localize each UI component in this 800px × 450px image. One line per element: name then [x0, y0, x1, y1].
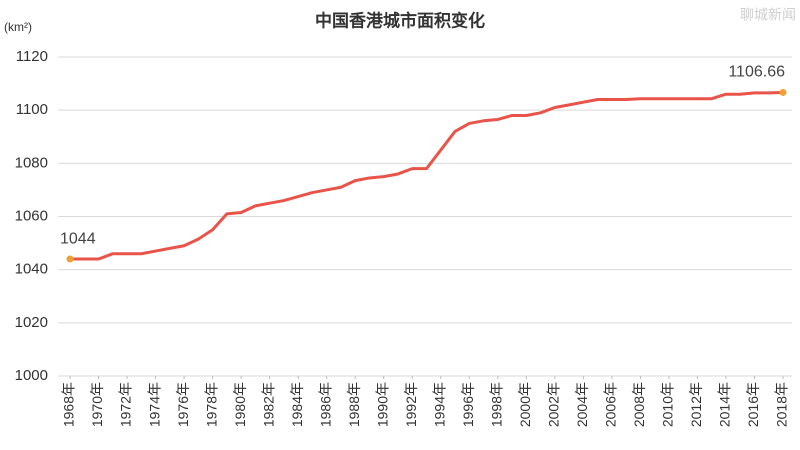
x-tick-label: 2018年 [774, 382, 790, 427]
x-tick-label: 1998年 [489, 382, 505, 427]
end-marker [779, 88, 787, 96]
data-label: 1106.66 [728, 64, 785, 81]
x-tick-label: 2006年 [603, 382, 619, 427]
x-tick-label: 1994年 [431, 382, 447, 427]
data-label: 1044 [60, 230, 96, 247]
series-line [70, 90, 784, 261]
y-tick-label: 1100 [16, 101, 48, 118]
x-tick-label: 1976年 [175, 382, 191, 427]
y-tick-label: 1080 [15, 154, 48, 171]
chart-title: 中国香港城市面积变化 [315, 10, 485, 30]
x-tick-label: 2008年 [631, 382, 647, 427]
end-marker [66, 255, 74, 263]
x-tick-label: 1992年 [403, 382, 419, 427]
x-tick-label: 2000年 [517, 382, 533, 427]
x-tick-label: 1978年 [203, 382, 219, 427]
x-tick-label: 1972年 [118, 382, 134, 427]
x-tick-label: 1996年 [460, 382, 476, 427]
x-tick-label: 1984年 [289, 382, 305, 427]
x-tick-label: 2004年 [574, 382, 590, 427]
y-tick-label: 1060 [15, 207, 48, 224]
x-tick-label: 1990年 [374, 382, 390, 427]
x-tick-label: 1980年 [232, 382, 248, 427]
x-tick-label: 1974年 [146, 382, 162, 427]
x-tick-label: 2016年 [745, 382, 761, 427]
x-tick-label: 1988年 [346, 382, 362, 427]
x-tick-label: 1970年 [89, 382, 105, 427]
y-tick-label: 1040 [15, 261, 48, 278]
x-tick-label: 1968年 [61, 382, 77, 427]
watermark: 聊城新闻 [740, 7, 796, 23]
y-tick-label: 1000 [15, 367, 48, 384]
x-tick-label: 2002年 [546, 382, 562, 427]
x-tick-label: 1986年 [317, 382, 333, 427]
x-tick-label: 2014年 [717, 382, 733, 427]
y-tick-label: 1020 [15, 314, 48, 331]
x-tick-label: 1982年 [260, 382, 276, 427]
x-tick-label: 2010年 [660, 382, 676, 427]
y-tick-label: 1120 [16, 48, 48, 65]
x-tick-label: 2012年 [688, 382, 704, 427]
y-unit: (km²) [4, 20, 32, 34]
